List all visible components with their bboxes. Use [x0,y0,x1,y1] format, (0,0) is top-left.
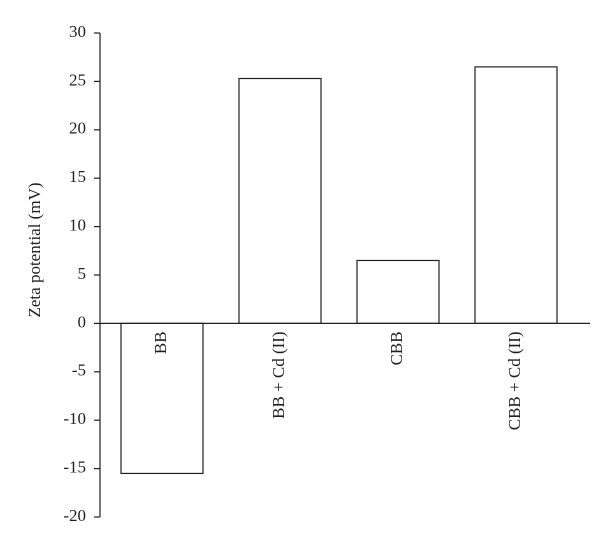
y-tick-label: 20 [69,119,86,138]
bar [238,77,322,325]
y-axis-label: Zeta potential (mV) [25,182,44,317]
y-tick-label: -10 [63,409,86,428]
y-tick-label: -5 [72,361,86,380]
y-tick-label: 10 [69,216,86,235]
y-tick-label: 25 [69,70,86,89]
x-tick-label: BB [151,331,170,354]
x-tick-label: CBB + Cd (II) [505,331,524,430]
y-tick-label: 30 [69,22,86,41]
y-tick-label: -15 [63,458,86,477]
y-tick-label: -20 [63,506,86,525]
y-tick-label: 0 [78,312,87,331]
y-tick-label: 5 [78,264,87,283]
y-tick-label: 15 [69,167,86,186]
x-tick-label: CBB [387,331,406,365]
x-tick-label: BB + Cd (II) [269,331,288,419]
bar [356,259,440,325]
bar [474,66,558,324]
bar [120,322,204,475]
